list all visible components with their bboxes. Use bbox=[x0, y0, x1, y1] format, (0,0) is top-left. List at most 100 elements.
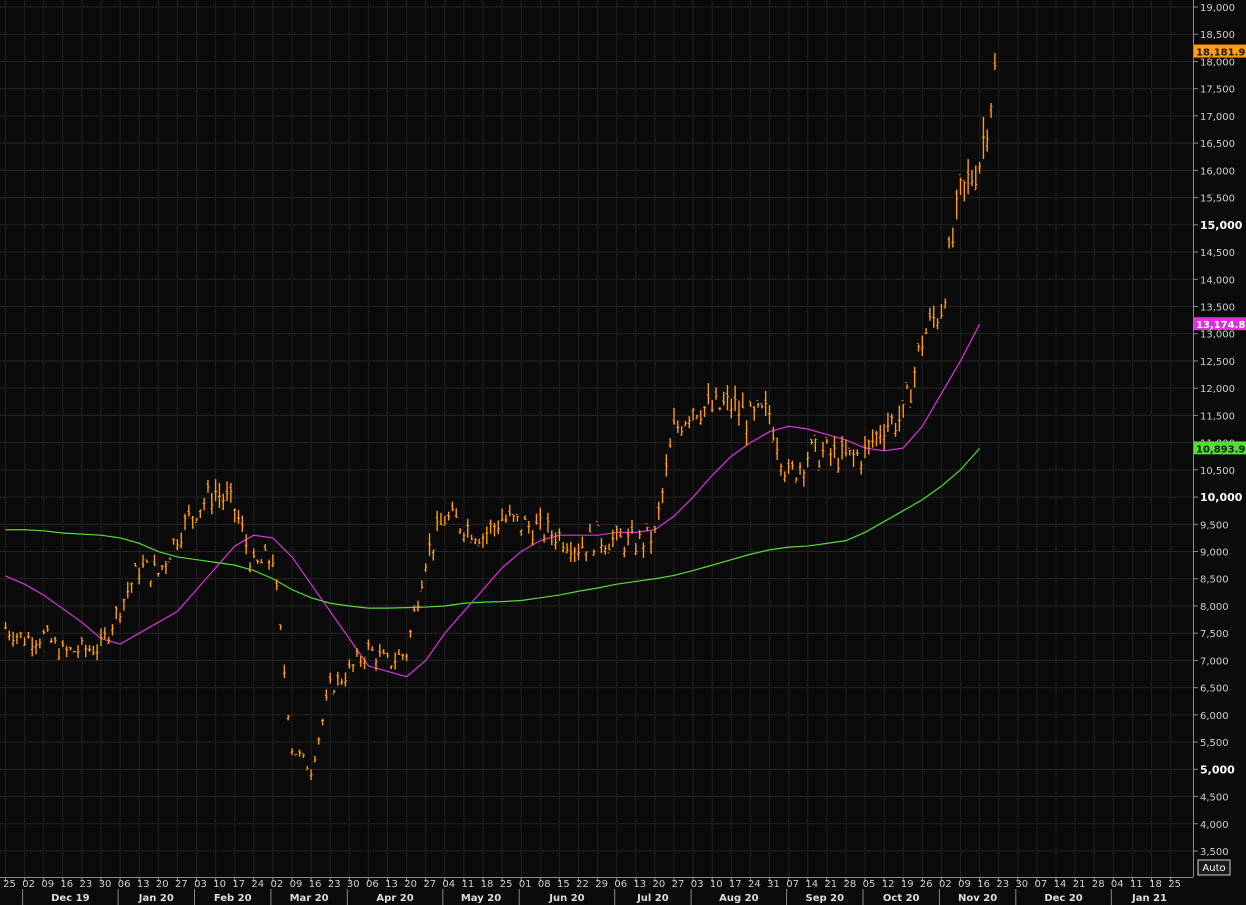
x-month-label: May 20 bbox=[461, 893, 501, 904]
y-tick-label: 12,500 bbox=[1200, 357, 1235, 368]
x-tick-label: 03 bbox=[194, 879, 207, 890]
x-tick-label: 23 bbox=[328, 879, 341, 890]
last-price-tag: 18,181.98 bbox=[1196, 48, 1246, 59]
x-tick-label: 12 bbox=[882, 879, 895, 890]
x-tick-label: 20 bbox=[653, 879, 666, 890]
x-month-label: Oct 20 bbox=[883, 893, 920, 904]
x-axis: 25 02 09 16 23 30 06 13 20 27 03 10 17 24 02 09 16 23 30 06… bbox=[3, 877, 1181, 905]
x-tick-label: 17 bbox=[729, 879, 742, 890]
x-tick-label: 04 bbox=[1111, 879, 1124, 890]
x-tick-label: 24 bbox=[251, 879, 264, 890]
last-price-tag-bg bbox=[1194, 44, 1246, 58]
x-tick-label: 02 bbox=[271, 879, 284, 890]
x-month-label: Nov 20 bbox=[958, 893, 997, 904]
y-tick-label: 14,000 bbox=[1200, 275, 1235, 286]
x-tick-label: 16 bbox=[60, 879, 73, 890]
plot-area bbox=[4, 53, 997, 781]
x-tick-label: 09 bbox=[958, 879, 971, 890]
x-tick-label: 21 bbox=[1073, 879, 1086, 890]
x-tick-label: 30 bbox=[347, 879, 360, 890]
gridlines bbox=[0, 0, 1193, 877]
x-tick-label: 13 bbox=[633, 879, 646, 890]
ma-50-tag: 13,174.80 bbox=[1196, 320, 1246, 331]
auto-scale-label: Auto bbox=[1202, 863, 1225, 874]
x-tick-label: 28 bbox=[1092, 879, 1105, 890]
y-tick-label: 9,000 bbox=[1200, 548, 1229, 559]
x-tick-label: 07 bbox=[786, 879, 799, 890]
y-tick-label: 8,500 bbox=[1200, 575, 1229, 586]
x-tick-label: 25 bbox=[1168, 879, 1181, 890]
y-tick-label: 15,500 bbox=[1200, 194, 1235, 205]
x-tick-label: 20 bbox=[404, 879, 417, 890]
x-tick-label: 27 bbox=[423, 879, 436, 890]
y-tick-label: 5,500 bbox=[1200, 738, 1229, 749]
ma-200-tag-bg bbox=[1194, 441, 1246, 455]
y-tick-label: 13,000 bbox=[1200, 330, 1235, 341]
x-tick-label: 10 bbox=[710, 879, 723, 890]
x-tick-label: 22 bbox=[576, 879, 589, 890]
y-tick-label: 3,500 bbox=[1200, 847, 1229, 858]
x-month-label: Mar 20 bbox=[290, 893, 329, 904]
x-tick-label: 16 bbox=[977, 879, 990, 890]
x-tick-label: 30 bbox=[1015, 879, 1028, 890]
x-month-label: Dec 20 bbox=[1044, 893, 1082, 904]
y-tick-label: 7,000 bbox=[1200, 656, 1229, 667]
y-tick-label: 7,500 bbox=[1200, 629, 1229, 640]
x-month-label: Dec 19 bbox=[51, 893, 89, 904]
x-tick-label: 05 bbox=[863, 879, 876, 890]
x-month-label: Feb 20 bbox=[214, 893, 252, 904]
x-tick-label: 16 bbox=[309, 879, 322, 890]
y-tick-label: 13,500 bbox=[1200, 302, 1235, 313]
y-tick-label: 5,000 bbox=[1200, 763, 1235, 776]
ma-200-line bbox=[5, 447, 981, 609]
last-value-tags: 18,181.98 13,174.80 10,893.93 bbox=[1194, 44, 1246, 455]
x-tick-label: 13 bbox=[385, 879, 398, 890]
y-tick-label: 14,500 bbox=[1200, 248, 1235, 259]
y-tick-label: 10,000 bbox=[1200, 491, 1243, 504]
x-tick-label: 09 bbox=[41, 879, 54, 890]
x-tick-label: 23 bbox=[80, 879, 93, 890]
y-tick-label: 4,000 bbox=[1200, 820, 1229, 831]
x-tick-label: 01 bbox=[519, 879, 532, 890]
x-tick-label: 02 bbox=[939, 879, 952, 890]
y-tick-label: 11,500 bbox=[1200, 411, 1235, 422]
x-tick-label: 18 bbox=[1149, 879, 1162, 890]
x-tick-label: 20 bbox=[156, 879, 169, 890]
x-tick-label: 30 bbox=[99, 879, 112, 890]
x-tick-label: 11 bbox=[1130, 879, 1143, 890]
x-tick-label: 09 bbox=[290, 879, 303, 890]
x-month-label: Aug 20 bbox=[719, 893, 758, 904]
x-tick-label: 27 bbox=[672, 879, 685, 890]
x-tick-label: 04 bbox=[442, 879, 455, 890]
x-tick-label: 25 bbox=[3, 879, 16, 890]
x-tick-label: 07 bbox=[1035, 879, 1048, 890]
x-tick-label: 02 bbox=[22, 879, 35, 890]
x-tick-label: 06 bbox=[614, 879, 627, 890]
x-tick-label: 28 bbox=[844, 879, 857, 890]
x-tick-label: 19 bbox=[901, 879, 914, 890]
y-tick-label: 16,500 bbox=[1200, 139, 1235, 150]
ma-50-line bbox=[5, 323, 981, 678]
x-tick-label: 08 bbox=[538, 879, 551, 890]
auto-scale-button[interactable]: Auto bbox=[1197, 859, 1231, 876]
y-tick-label: 18,000 bbox=[1200, 57, 1235, 68]
x-month-label: Jan 21 bbox=[1131, 893, 1167, 904]
x-tick-label: 11 bbox=[462, 879, 475, 890]
y-tick-label: 6,000 bbox=[1200, 711, 1229, 722]
ma-50-tag-bg bbox=[1194, 317, 1246, 331]
y-tick-label: 16,000 bbox=[1200, 166, 1235, 177]
x-tick-label: 24 bbox=[748, 879, 761, 890]
x-tick-label: 27 bbox=[175, 879, 188, 890]
y-tick-label: 9,500 bbox=[1200, 520, 1229, 531]
y-tick-label: 19,000 bbox=[1200, 3, 1235, 14]
x-tick-label: 17 bbox=[232, 879, 245, 890]
x-tick-label: 31 bbox=[767, 879, 780, 890]
y-tick-label: 18,500 bbox=[1200, 30, 1235, 41]
y-tick-label: 12,000 bbox=[1200, 384, 1235, 395]
x-tick-label: 03 bbox=[691, 879, 704, 890]
y-tick-label: 8,000 bbox=[1200, 602, 1229, 613]
x-tick-label: 13 bbox=[137, 879, 150, 890]
x-month-label: Jul 20 bbox=[636, 893, 669, 904]
